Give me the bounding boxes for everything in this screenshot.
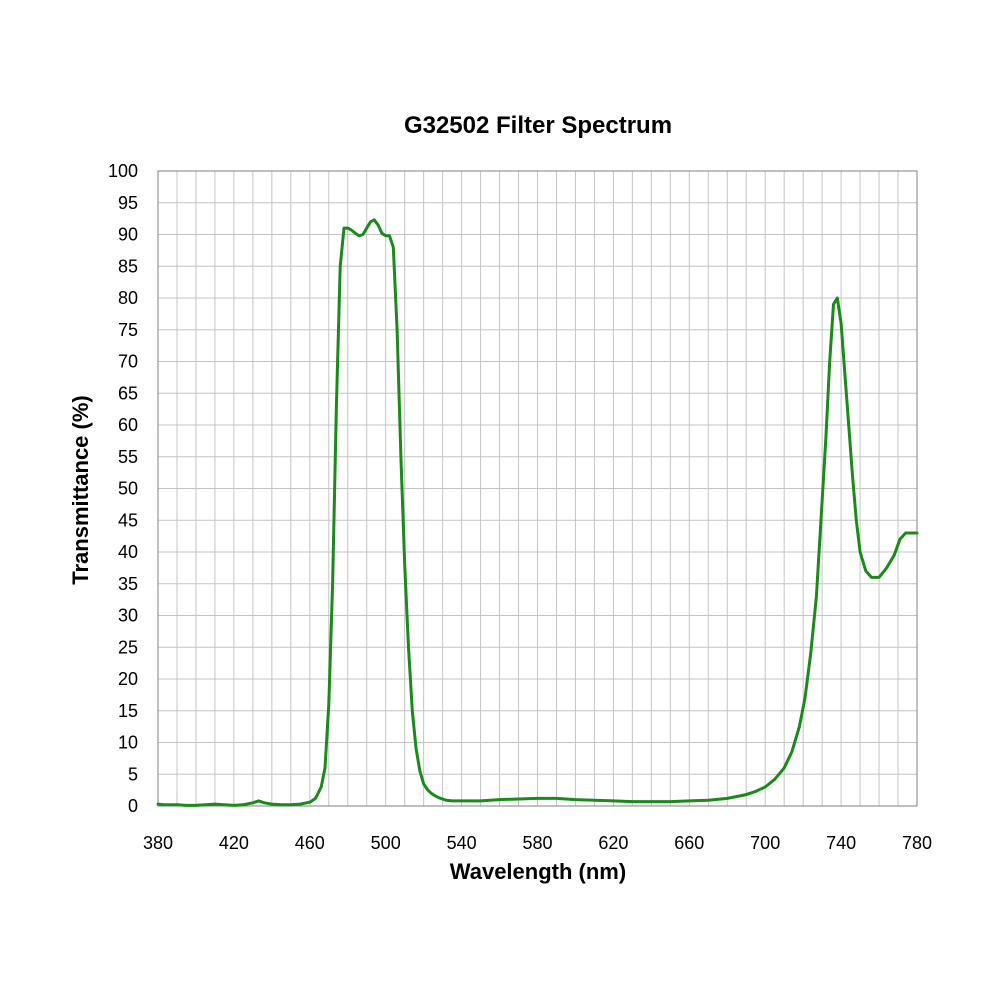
y-tick-label: 45 (118, 510, 138, 530)
y-tick-label: 85 (118, 256, 138, 276)
y-tick-label: 30 (118, 606, 138, 626)
y-tick-label: 100 (108, 161, 138, 181)
grid-lines (158, 171, 917, 806)
x-tick-label: 500 (371, 833, 401, 853)
x-tick-label: 460 (295, 833, 325, 853)
x-axis-ticks: 380 420 460 500 540 580 620 660 700 740 780 (143, 833, 932, 853)
y-axis-ticks: 0 5 10 15 20 25 30 35 40 45 50 55 60 65 70 75 80 85 90 95 10… (108, 161, 138, 816)
y-tick-label: 35 (118, 574, 138, 594)
y-tick-label: 55 (118, 447, 138, 467)
x-tick-label: 540 (447, 833, 477, 853)
x-tick-label: 420 (219, 833, 249, 853)
y-tick-label: 25 (118, 637, 138, 657)
y-tick-label: 10 (118, 733, 138, 753)
y-tick-label: 60 (118, 415, 138, 435)
y-tick-label: 15 (118, 701, 138, 721)
x-tick-label: 620 (598, 833, 628, 853)
y-tick-label: 0 (128, 796, 138, 816)
x-tick-label: 700 (750, 833, 780, 853)
y-tick-label: 75 (118, 320, 138, 340)
y-tick-label: 90 (118, 225, 138, 245)
x-tick-label: 660 (674, 833, 704, 853)
y-axis-title: Transmittance (%) (68, 395, 93, 585)
transmittance-series-line (156, 218, 919, 807)
y-tick-label: 95 (118, 193, 138, 213)
y-tick-label: 80 (118, 288, 138, 308)
x-axis-title: Wavelength (nm) (450, 859, 626, 884)
chart-title: G32502 Filter Spectrum (404, 112, 672, 139)
y-tick-label: 50 (118, 479, 138, 499)
plot-area-frame (157, 170, 918, 807)
y-tick-label: 40 (118, 542, 138, 562)
y-tick-label: 5 (128, 764, 138, 784)
y-tick-label: 70 (118, 352, 138, 372)
y-tick-label: 65 (118, 383, 138, 403)
x-tick-label: 740 (826, 833, 856, 853)
y-tick-label: 20 (118, 669, 138, 689)
x-tick-label: 580 (522, 833, 552, 853)
x-tick-label: 380 (143, 833, 173, 853)
x-tick-label: 780 (902, 833, 932, 853)
